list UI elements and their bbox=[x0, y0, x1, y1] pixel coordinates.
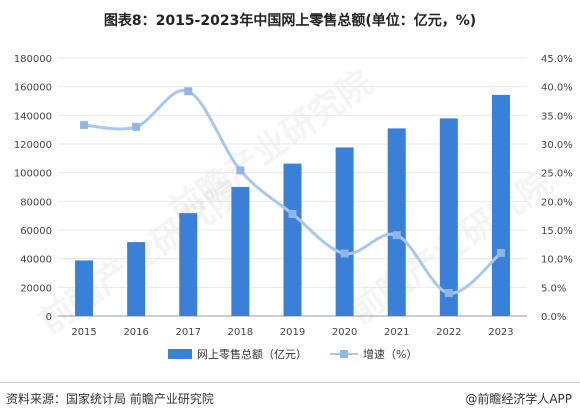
right-tick-label: 40.0% bbox=[541, 83, 573, 94]
bar-series bbox=[75, 94, 510, 316]
left-tick-label: 40000 bbox=[20, 255, 52, 266]
right-tick-label: 10.0% bbox=[541, 255, 573, 266]
bar bbox=[387, 128, 406, 316]
growth-marker bbox=[340, 249, 349, 258]
x-tick-label: 2023 bbox=[488, 327, 513, 338]
footer-divider bbox=[0, 382, 580, 383]
left-tick-label: 80000 bbox=[20, 197, 52, 208]
right-tick-label: 20.0% bbox=[541, 197, 573, 208]
legend-bar-label: 网上零售总额（亿元） bbox=[197, 347, 307, 361]
x-tick-label: 2021 bbox=[384, 327, 409, 338]
x-tick-label: 2015 bbox=[71, 327, 96, 338]
growth-marker bbox=[132, 122, 141, 131]
left-tick-label: 120000 bbox=[14, 140, 52, 151]
x-tick-label: 2017 bbox=[176, 327, 201, 338]
x-tick-label: 2020 bbox=[332, 327, 357, 338]
right-axis-ticks: 0.0% 5.0% 10.0% 15.0% 20.0% 25.0% 30.0% 35.0% 40… bbox=[541, 54, 573, 323]
right-tick-label: 0.0% bbox=[541, 312, 566, 323]
legend-line-marker bbox=[340, 350, 348, 358]
x-axis-ticks: 2015 2016 2017 2018 2019 2020 2021 2022 2023 bbox=[71, 327, 513, 338]
left-tick-label: 0 bbox=[46, 312, 52, 323]
left-tick-label: 20000 bbox=[20, 283, 52, 294]
growth-marker bbox=[444, 289, 453, 298]
x-tick-label: 2022 bbox=[436, 327, 461, 338]
right-tick-label: 25.0% bbox=[541, 169, 573, 180]
growth-marker bbox=[80, 121, 89, 130]
left-tick-label: 180000 bbox=[14, 54, 52, 65]
left-tick-label: 140000 bbox=[14, 111, 52, 122]
chart-svg: 0 20000 40000 60000 80000 100000 120000 140000 1… bbox=[14, 54, 573, 361]
left-tick-label: 60000 bbox=[20, 226, 52, 237]
bar bbox=[75, 260, 94, 316]
footer: 资料来源：国家统计局 前瞻产业研究院 @前瞻经济学人APP bbox=[0, 382, 580, 416]
growth-marker bbox=[184, 87, 193, 96]
chart-title: 图表8：2015-2023年中国网上零售总额(单位：亿元，%) bbox=[103, 13, 477, 29]
left-tick-label: 160000 bbox=[14, 83, 52, 94]
growth-marker bbox=[288, 209, 297, 218]
bar bbox=[179, 213, 198, 316]
right-tick-label: 15.0% bbox=[541, 226, 573, 237]
legend-line-label: 增速（%） bbox=[363, 347, 417, 361]
x-tick-label: 2018 bbox=[228, 327, 253, 338]
bar bbox=[127, 242, 146, 316]
right-tick-label: 45.0% bbox=[541, 54, 573, 65]
line-series bbox=[80, 87, 505, 298]
x-tick-label: 2016 bbox=[123, 327, 148, 338]
legend: 网上零售总额（亿元） 增速（%） bbox=[168, 347, 417, 361]
credit-note: @前瞻经济学人APP bbox=[465, 392, 572, 406]
bar bbox=[491, 94, 510, 316]
right-tick-label: 5.0% bbox=[541, 283, 566, 294]
left-axis-ticks: 0 20000 40000 60000 80000 100000 120000 140000 1… bbox=[14, 54, 52, 323]
bar bbox=[335, 147, 354, 316]
left-tick-label: 100000 bbox=[14, 169, 52, 180]
legend-bar-swatch bbox=[168, 349, 192, 359]
bar bbox=[283, 163, 302, 316]
growth-marker bbox=[236, 166, 245, 175]
right-tick-label: 30.0% bbox=[541, 140, 573, 151]
growth-marker bbox=[496, 248, 505, 257]
source-note: 资料来源：国家统计局 前瞻产业研究院 bbox=[6, 392, 214, 406]
right-tick-label: 35.0% bbox=[541, 111, 573, 122]
x-tick-label: 2019 bbox=[280, 327, 305, 338]
bar bbox=[439, 118, 458, 316]
growth-marker bbox=[392, 231, 401, 240]
bar bbox=[231, 186, 250, 316]
